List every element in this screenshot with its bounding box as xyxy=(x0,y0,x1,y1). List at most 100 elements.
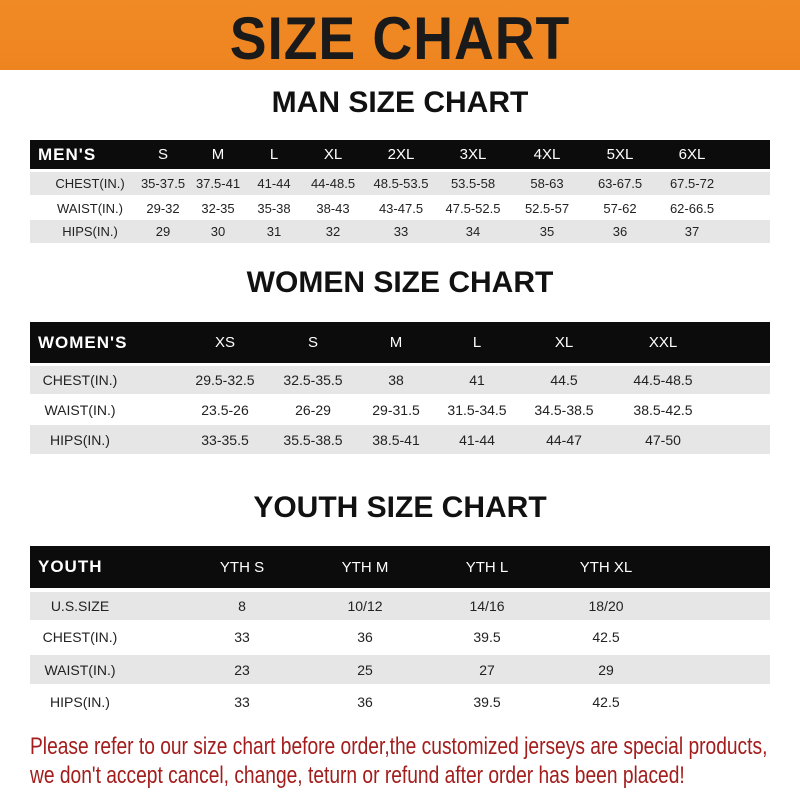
table-cell: 26-29 xyxy=(295,401,331,418)
column-header: M xyxy=(389,334,403,351)
table-cell: 38-43 xyxy=(316,201,350,216)
column-header: YOUTH xyxy=(38,557,103,576)
table-cell: 29 xyxy=(598,661,614,678)
table-cell: 52.5-57 xyxy=(524,201,570,216)
column-header: M xyxy=(211,146,225,163)
table-cell: 27 xyxy=(479,661,495,678)
table-cell: 33-35.5 xyxy=(201,431,249,448)
table-cell: 25 xyxy=(357,661,373,678)
table-cell: 63-67.5 xyxy=(597,176,643,191)
table-row: HIPS(IN.) 29 30 31 32 33 34 35 36 37 xyxy=(30,220,770,243)
table-cell: 57-62 xyxy=(603,201,637,216)
row-label: CHEST(IN.) xyxy=(55,176,125,191)
table-cell: 48.5-53.5 xyxy=(373,176,429,191)
table-cell: 33 xyxy=(234,694,250,710)
section-title: YOUTH SIZE CHART xyxy=(253,491,547,524)
row-label: HIPS(IN.) xyxy=(62,224,118,239)
table-row: WAIST(IN.) 23.5-26 26-29 29-31.5 31.5-34.5 34… xyxy=(30,396,770,423)
table-cell: 35-38 xyxy=(257,201,291,216)
row-label: WAIST(IN.) xyxy=(57,201,123,216)
table-cell: 33 xyxy=(234,629,250,645)
column-header: XL xyxy=(554,334,574,351)
table-cell: 39.5 xyxy=(473,694,501,710)
table-row: U.S.SIZE 8 10/12 14/16 18/20 xyxy=(30,592,770,620)
table-cell: 29-31.5 xyxy=(372,401,420,418)
table-cell: 35-37.5 xyxy=(140,176,186,191)
column-header: 6XL xyxy=(678,146,706,163)
table-cell: 41-44 xyxy=(257,176,291,191)
table-cell: 36 xyxy=(357,629,373,645)
notice-line-1: Please refer to our size chart before or… xyxy=(30,733,768,760)
table-cell: 23.5-26 xyxy=(201,401,249,418)
table-cell: 33 xyxy=(393,224,409,239)
table-row: CHEST(IN.) 33 36 39.5 42.5 xyxy=(30,622,770,652)
column-header: 3XL xyxy=(459,146,487,163)
page-title: SIZE CHART xyxy=(229,5,571,72)
table-cell: 10/12 xyxy=(347,598,383,614)
table-cell: 41-44 xyxy=(459,431,495,448)
section-title: WOMEN SIZE CHART xyxy=(246,266,554,299)
column-header: YTH M xyxy=(341,558,389,576)
column-header: 5XL xyxy=(606,146,634,163)
column-header: MEN'S xyxy=(38,144,97,164)
row-label: WAIST(IN.) xyxy=(44,401,116,418)
column-header: S xyxy=(157,146,169,163)
table-cell: 44-47 xyxy=(546,431,582,448)
table-row: WAIST(IN.) 23 25 27 29 xyxy=(30,655,770,684)
column-header: YTH S xyxy=(219,558,265,576)
table-cell: 44-48.5 xyxy=(310,176,356,191)
table-cell: 38.5-42.5 xyxy=(633,401,693,418)
column-header: XXL xyxy=(648,334,678,351)
table-cell: 38.5-41 xyxy=(372,431,420,448)
table-cell: 53.5-58 xyxy=(450,176,496,191)
row-label: HIPS(IN.) xyxy=(50,431,110,448)
table-cell: 23 xyxy=(234,661,250,678)
section-title: MAN SIZE CHART xyxy=(271,86,529,119)
table-row: CHEST(IN.) 35-37.5 37.5-41 41-44 44-48.5 48.5… xyxy=(30,172,770,195)
table-cell: 32 xyxy=(325,224,341,239)
table-cell: 62-66.5 xyxy=(669,201,715,216)
table-cell: 37.5-41 xyxy=(195,176,241,191)
table-header: YOUTH YTH S YTH M YTH L YTH XL xyxy=(30,546,770,588)
row-label: WAIST(IN.) xyxy=(44,661,116,678)
table-cell: 47.5-52.5 xyxy=(445,201,501,216)
table-cell: 18/20 xyxy=(588,598,624,614)
table-cell: 42.5 xyxy=(592,694,620,710)
row-label: CHEST(IN.) xyxy=(42,372,118,388)
column-header: 2XL xyxy=(387,146,415,163)
column-header: L xyxy=(269,146,279,163)
notice-line-2: we don't accept cancel, change, teturn o… xyxy=(30,762,685,789)
table-cell: 47-50 xyxy=(645,431,681,448)
table-cell: 29.5-32.5 xyxy=(195,372,255,388)
table-cell: 29 xyxy=(155,224,171,239)
table-cell: 34 xyxy=(465,224,481,239)
table-row: HIPS(IN.) 33-35.5 35.5-38.5 38.5-41 41-44 44-… xyxy=(30,425,770,454)
table-cell: 29-32 xyxy=(146,201,180,216)
column-header: 4XL xyxy=(533,146,561,163)
table-cell: 31 xyxy=(266,224,282,239)
table-cell: 44.5-48.5 xyxy=(633,372,693,388)
column-header: YTH L xyxy=(465,558,509,576)
table-cell: 36 xyxy=(612,224,628,239)
table-cell: 37 xyxy=(684,224,700,239)
table-cell: 35.5-38.5 xyxy=(283,431,343,448)
column-header: YTH XL xyxy=(579,558,633,576)
column-header: L xyxy=(472,334,482,351)
table-cell: 32-35 xyxy=(201,201,235,216)
table-row: HIPS(IN.) 33 36 39.5 42.5 xyxy=(30,687,770,717)
table-cell: 41 xyxy=(469,372,485,388)
table-cell: 42.5 xyxy=(592,629,620,645)
table-cell: 36 xyxy=(357,694,373,710)
table-cell: 8 xyxy=(238,598,246,614)
table-cell: 43-47.5 xyxy=(378,201,424,216)
table-header: WOMEN'S XS S M L XL XXL xyxy=(30,322,770,363)
table-cell: 39.5 xyxy=(473,629,501,645)
row-label: CHEST(IN.) xyxy=(42,629,118,645)
table-cell: 44.5 xyxy=(550,372,578,388)
column-header: S xyxy=(307,334,319,351)
column-header: WOMEN'S xyxy=(38,332,128,352)
table-cell: 32.5-35.5 xyxy=(283,372,343,388)
table-cell: 67.5-72 xyxy=(669,176,715,191)
table-cell: 35 xyxy=(539,224,555,239)
table-cell: 14/16 xyxy=(469,598,505,614)
